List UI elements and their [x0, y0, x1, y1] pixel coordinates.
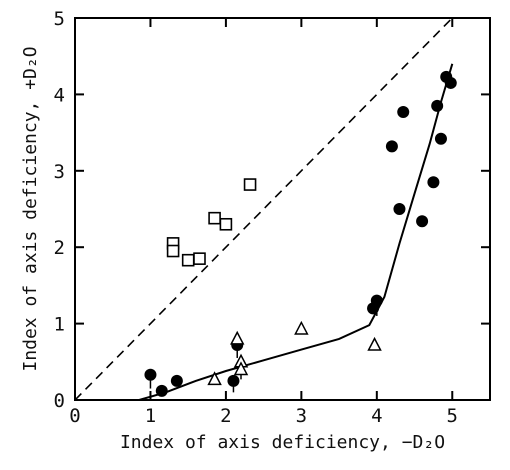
x-tick-label: 0: [69, 405, 80, 427]
x-tick-label: 2: [220, 405, 231, 427]
open-square-point: [181, 253, 195, 267]
x-tick-label: 4: [371, 405, 382, 427]
open-square-point: [208, 211, 221, 225]
open-triangle-point: [207, 371, 222, 386]
y-tick-label: 1: [54, 314, 65, 336]
filled-circle-point: [155, 384, 168, 397]
reference-line: [75, 18, 454, 400]
filled-circle-point: [385, 140, 398, 153]
y-tick-label: 4: [54, 84, 65, 106]
filled-circle-point: [370, 294, 383, 307]
filled-circle-point: [144, 368, 157, 381]
fitted-curve: [138, 63, 454, 400]
open-square-point: [193, 252, 206, 265]
open-square-point: [219, 217, 233, 231]
open-triangle-point: [229, 330, 245, 345]
open-square-point: [166, 244, 180, 258]
filled-circle-point: [397, 105, 410, 118]
plot-frame: [74, 17, 491, 401]
filled-circle-point: [227, 374, 240, 387]
x-tick-label: 1: [145, 405, 156, 427]
x-axis-title: Index of axis deficiency, −D₂O: [120, 432, 445, 453]
open-triangle-point: [367, 336, 382, 351]
filled-circle-point: [434, 132, 447, 145]
y-axis-title: Index of axis deficiency, +D₂O: [20, 46, 41, 371]
filled-circle-point: [416, 215, 429, 228]
open-triangle-point: [294, 320, 309, 335]
open-triangle-point: [233, 361, 249, 376]
x-tick-label: 3: [296, 405, 307, 427]
x-tick-label: 5: [447, 405, 458, 427]
filled-circle-point: [427, 176, 440, 189]
filled-circle-point: [431, 99, 444, 112]
open-square-point: [243, 178, 257, 191]
y-tick-label: 3: [54, 161, 65, 183]
y-tick-label: 5: [54, 8, 65, 30]
filled-circle-point: [170, 374, 183, 387]
y-tick-label: 0: [54, 390, 65, 412]
y-tick-label: 2: [54, 237, 65, 259]
filled-circle-point: [444, 76, 457, 89]
filled-circle-point: [393, 203, 406, 215]
